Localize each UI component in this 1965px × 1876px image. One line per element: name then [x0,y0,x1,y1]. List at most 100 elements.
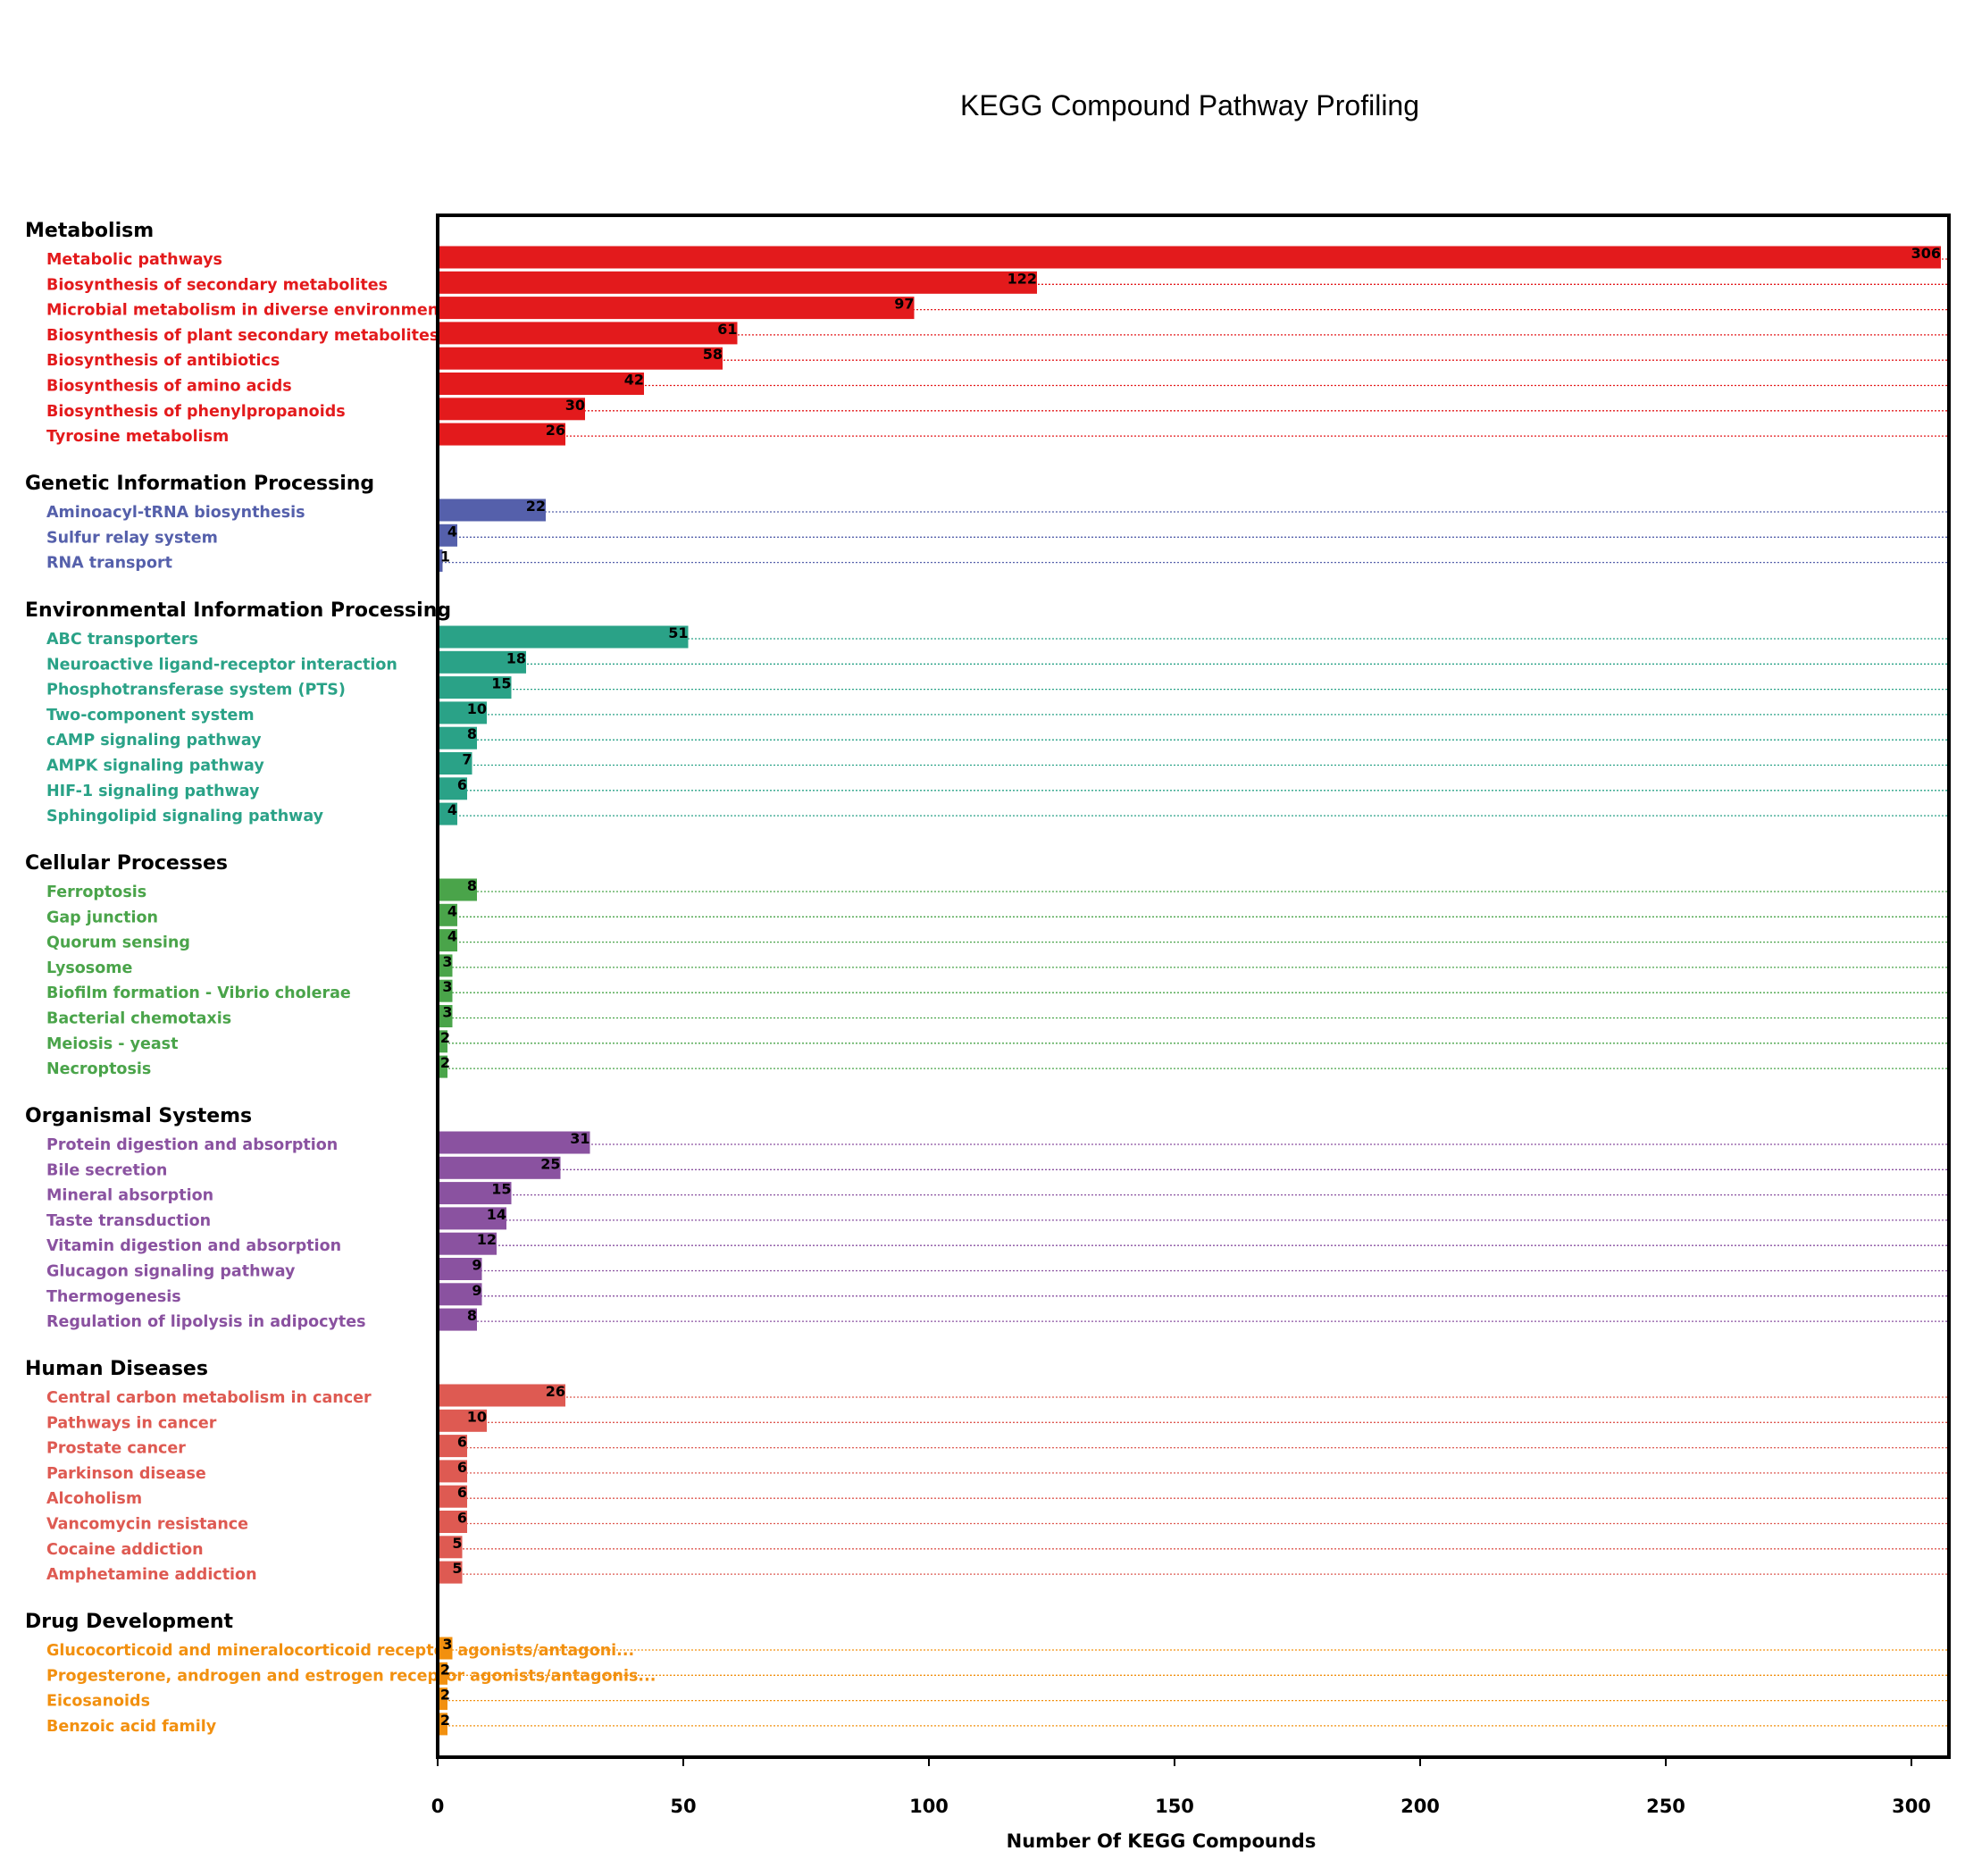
value-label: 5 [452,1535,462,1552]
category-label: Protein digestion and absorption [46,1136,338,1154]
bar [438,929,457,952]
value-label: 12 [477,1231,497,1248]
value-label: 122 [1008,270,1037,287]
bar [438,903,457,926]
value-label: 15 [491,675,511,692]
value-label: 26 [546,422,565,439]
value-label: 6 [457,776,467,793]
x-axis: 0 50 100 150 200 250 300 [431,1757,1931,1817]
group-label: Environmental Information Processing [25,599,451,622]
group-label: Cellular Processes [25,852,228,875]
x-tick-label: 250 [1646,1796,1685,1817]
bar [438,650,526,674]
bar [438,802,457,825]
value-label: 42 [624,372,644,389]
category-label: Sphingolipid signaling pathway [46,808,324,825]
category-label: Two-component system [46,707,255,724]
bar [438,1460,467,1483]
category-label: Biosynthesis of phenylpropanoids [46,403,346,421]
bar [438,1005,453,1027]
value-label: 10 [467,1408,487,1425]
value-label: 4 [447,928,457,945]
bar [438,1308,477,1331]
bar [438,1055,447,1078]
value-label: 3 [442,978,452,995]
guide-lines [438,258,1949,1727]
category-label: AMPK signaling pathway [46,758,264,775]
bar [438,752,472,775]
category-label: Biosynthesis of antibiotics [46,352,280,370]
bar [438,1258,482,1280]
category-label: Vitamin digestion and absorption [46,1237,341,1255]
value-label: 58 [703,346,723,363]
category-label: Gap junction [46,909,158,926]
bar [438,271,1037,294]
x-tick-label: 50 [670,1796,696,1817]
x-tick-label: 300 [1892,1796,1931,1817]
bar [438,1485,467,1508]
bar [438,1131,590,1154]
bar [438,1688,447,1711]
bar [438,1435,467,1458]
value-label: 61 [717,321,737,338]
value-label: 2 [440,1712,450,1729]
value-label: 8 [467,725,477,742]
bar [438,322,738,345]
value-label: 6 [457,1434,467,1451]
bar [438,246,1941,269]
category-label: Biosynthesis of amino acids [46,378,292,396]
value-label: 5 [452,1560,462,1577]
bar [438,1637,453,1660]
group-label: Organismal Systems [25,1105,252,1127]
value-label: 4 [447,801,457,818]
group-label: Human Diseases [25,1358,208,1380]
category-label: Metabolic pathways [46,251,222,269]
value-label: 30 [565,397,585,414]
value-label: 8 [467,877,477,894]
value-label: 2 [440,1054,450,1071]
group-label: Drug Development [25,1611,234,1633]
value-label: 15 [491,1181,511,1198]
bar [438,1156,561,1179]
category-label: Glucocorticoid and mineralocorticoid rec… [46,1642,634,1660]
value-label: 25 [540,1155,560,1172]
category-label: Phosphotransferase system (PTS) [46,682,346,699]
plot-frame [436,214,1951,1759]
category-label: HIF-1 signaling pathway [46,783,260,800]
category-label: Biosynthesis of secondary metabolites [46,276,388,294]
category-label: Parkinson disease [46,1465,206,1483]
bar [438,1536,463,1559]
bar [438,1207,506,1230]
category-label: Biofilm formation - Vibrio cholerae [46,984,351,1002]
category-label: Ferroptosis [46,884,146,901]
value-label: 3 [442,953,452,970]
bar [438,1662,447,1685]
category-label: cAMP signaling pathway [46,732,262,750]
category-label: Vancomycin resistance [46,1516,248,1534]
category-label: Alcoholism [46,1490,142,1508]
category-label: Meiosis - yeast [46,1035,178,1053]
value-label: 7 [462,751,472,768]
value-label: 10 [467,700,487,717]
value-label: 26 [546,1383,565,1400]
category-label: Thermogenesis [46,1288,181,1306]
value-label: 2 [440,1661,450,1678]
bar [438,1182,512,1205]
category-label: Tyrosine metabolism [46,428,229,446]
bar [438,726,477,750]
category-label: Neuroactive ligand-receptor interaction [46,656,397,674]
value-label: 97 [894,296,914,313]
category-label: Cocaine addiction [46,1541,204,1559]
value-label: 4 [447,902,457,919]
value-label: 6 [457,1484,467,1501]
x-tick-label: 100 [909,1796,949,1817]
category-label: Taste transduction [46,1212,211,1230]
bar [438,1232,497,1255]
value-label: 9 [472,1282,481,1299]
value-label: 3 [442,1004,452,1021]
bar [438,1511,467,1533]
bar [438,523,457,547]
category-label: Central carbon metabolism in cancer [46,1389,372,1407]
value-labels: 3061229761584230262241511815108764844333… [440,245,1941,1729]
